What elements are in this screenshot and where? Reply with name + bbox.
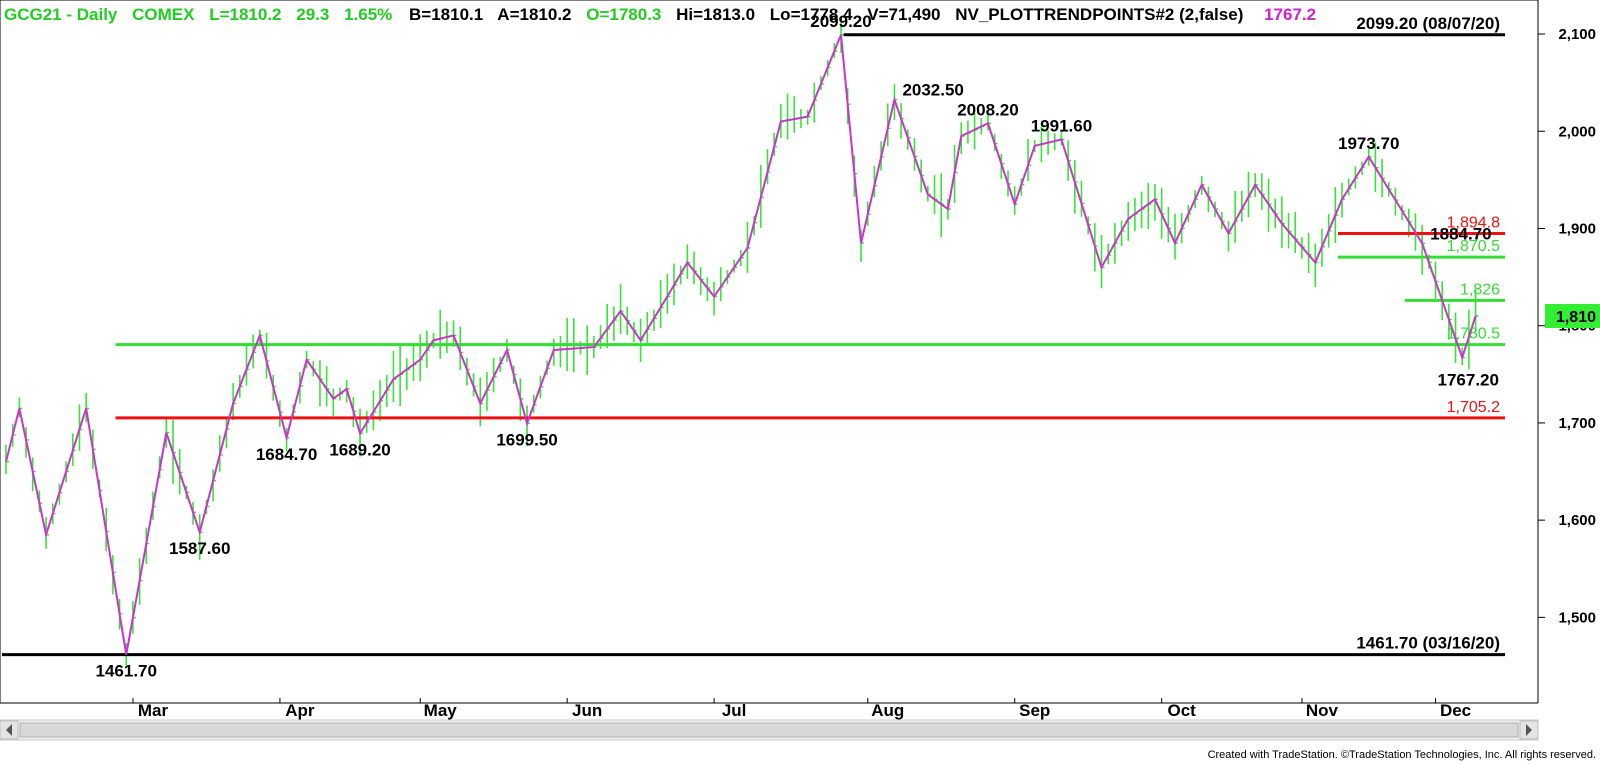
trend-point-label: 1689.20	[329, 440, 390, 459]
chevron-left-icon	[6, 724, 12, 736]
trend-point-label: 1767.20	[1438, 371, 1499, 390]
trend-point-label: 1587.60	[169, 539, 230, 558]
trend-polyline	[5, 34, 1477, 655]
header-open: O=1780.3	[586, 5, 661, 24]
month-label: Sep	[1019, 701, 1050, 720]
scrollbar-thumb[interactable]	[19, 722, 1519, 738]
header-exchange: COMEX	[132, 5, 195, 24]
level-label: 2099.20 (08/07/20)	[1356, 14, 1500, 33]
trend-point-label: 2008.20	[957, 100, 1018, 119]
horizontal-scrollbar[interactable]	[0, 719, 1539, 741]
price-tick-label: 1,500	[1558, 609, 1596, 626]
price-axis-area	[1538, 0, 1600, 764]
trend-point-label: 1699.50	[496, 430, 557, 449]
price-tick-label: 1,600	[1558, 512, 1596, 529]
last-price-badge-box	[1545, 303, 1600, 328]
month-label: Aug	[871, 701, 904, 720]
trend-point-label: 2099.20	[810, 12, 871, 31]
trend-point-label: 1973.70	[1338, 134, 1399, 153]
price-tick-label: 1,700	[1558, 415, 1596, 432]
header-indicator-value: 1767.2	[1264, 5, 1316, 24]
price-tick-label: 2,100	[1558, 26, 1596, 43]
header-low: Lo=1778.4	[770, 5, 853, 24]
header-ask: A=1810.2	[497, 5, 571, 24]
last-price-badge: 1,810	[1545, 303, 1600, 328]
header-indicator: NV_PLOTTRENDPOINTS#2 (2,false)	[955, 5, 1243, 24]
trend-point-labels: 1461.70 1587.60 1684.70 1689.20 1699.50 2099.…	[96, 12, 1499, 681]
header-bid: B=1810.1	[409, 5, 483, 24]
header-volume: V=71,490	[867, 5, 940, 24]
price-tick-label: 2,000	[1558, 123, 1596, 140]
trend-point-label: 1884.70	[1430, 224, 1491, 243]
chevron-right-icon	[1526, 724, 1532, 736]
time-axis-ticks: Mar Apr May Jun Jul Aug Sep Oct Nov Dec	[132, 698, 1471, 720]
level-label: 1461.70 (03/16/20)	[1356, 634, 1500, 653]
header-last: L=1810.2	[209, 5, 281, 24]
last-price-badge-label: 1,810	[1556, 309, 1596, 326]
month-label: Oct	[1168, 701, 1197, 720]
level-label: 1,894.8	[1447, 215, 1500, 232]
chart-header: GCG21 - Daily COMEX L=1810.2 29.3 1.65% …	[4, 5, 1316, 24]
month-label: Jul	[722, 701, 747, 720]
month-label: Nov	[1306, 701, 1339, 720]
month-label: Mar	[138, 701, 169, 720]
level-label: 1,780.5	[1447, 326, 1500, 343]
header-change: 29.3	[296, 5, 329, 24]
price-tick-label: 1,900	[1558, 220, 1596, 237]
month-label: Dec	[1440, 701, 1471, 720]
level-lines: 2099.20 (08/07/20) 1,894.8 1,870.5 1,826 1,7…	[2, 14, 1505, 657]
month-label: Jun	[572, 701, 602, 720]
trend-point-label: 1991.60	[1031, 116, 1092, 135]
month-label: May	[424, 701, 458, 720]
trend-point-label: 1684.70	[256, 445, 317, 464]
plot-area	[0, 0, 1539, 704]
header-symbol: GCG21 - Daily	[4, 5, 118, 24]
level-label: 1,870.5	[1447, 238, 1500, 255]
trend-point-label: 1461.70	[96, 662, 157, 681]
header-change-pct: 1.65%	[344, 5, 392, 24]
level-label: 1,826	[1460, 281, 1500, 298]
trend-point-label: 2032.50	[902, 81, 963, 100]
level-label: 1,705.2	[1447, 399, 1500, 416]
trend-line	[5, 34, 1477, 655]
credit-text: Created with TradeStation. ©TradeStation…	[1208, 749, 1596, 761]
header-high: Hi=1813.0	[676, 5, 755, 24]
header-text: GCG21 - Daily COMEX L=1810.2 29.3 1.65% …	[4, 5, 1316, 24]
month-label: Apr	[285, 701, 315, 720]
